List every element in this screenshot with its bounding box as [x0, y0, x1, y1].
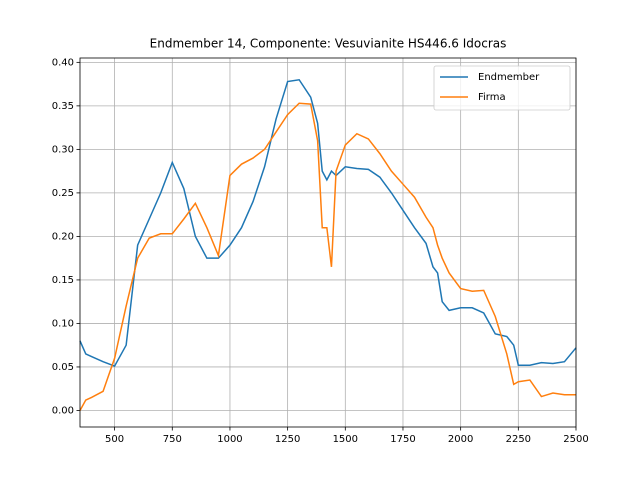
- legend-label: Endmember: [478, 72, 540, 83]
- x-tick-label: 1000: [217, 434, 242, 445]
- line-series: [79, 78, 577, 368]
- y-tick-label: 0.05: [52, 362, 74, 373]
- y-tick-label: 0.35: [52, 101, 74, 112]
- x-tick-label: 1500: [333, 434, 358, 445]
- x-tick-label: 2500: [563, 434, 588, 445]
- legend-label: Firma: [478, 92, 506, 103]
- y-tick-label: 0.10: [52, 318, 74, 329]
- x-tick-label: 1250: [275, 434, 300, 445]
- y-tick-label: 0.00: [52, 405, 74, 416]
- y-tick-label: 0.30: [52, 144, 74, 155]
- x-tick-label: 750: [163, 434, 182, 445]
- x-tick-label: 500: [105, 434, 124, 445]
- y-tick-label: 0.20: [52, 231, 74, 242]
- y-tick-label: 0.15: [52, 275, 74, 286]
- y-tick-label: 0.40: [52, 57, 74, 68]
- chart-title: Endmember 14, Componente: Vesuvianite HS…: [150, 37, 507, 51]
- x-tick-label: 2250: [506, 434, 531, 445]
- x-tick-label: 2000: [448, 434, 473, 445]
- line-series: [79, 102, 576, 411]
- y-tick-label: 0.25: [52, 188, 74, 199]
- x-tick-label: 1750: [390, 434, 415, 445]
- plot-frame: [79, 57, 577, 428]
